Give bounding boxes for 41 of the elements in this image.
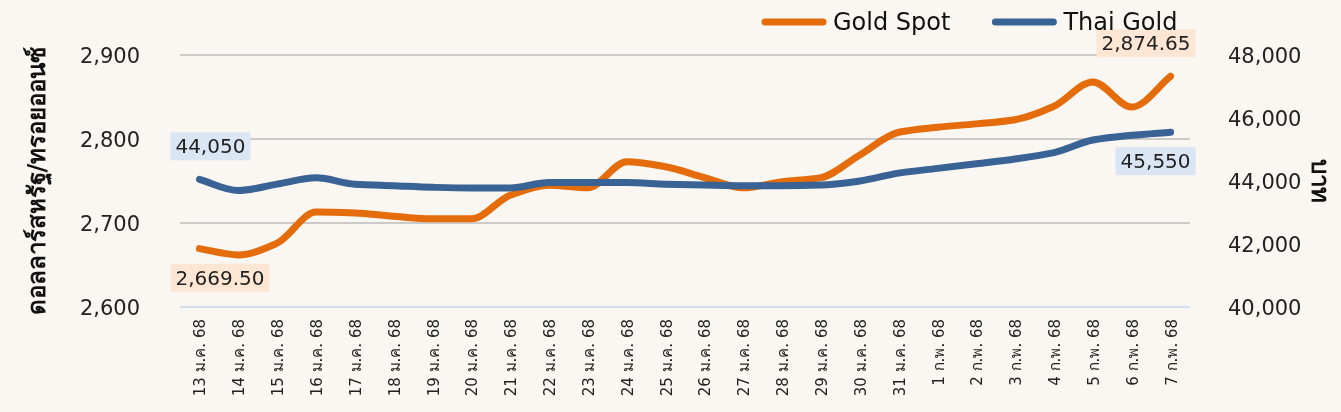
x-tick-label: 3 ก.พ. 68: [1007, 319, 1026, 386]
x-tick-label: 5 ก.พ. 68: [1084, 319, 1103, 386]
legend-label: Gold Spot: [833, 8, 951, 36]
y2-tick-label: 48,000: [1228, 44, 1302, 68]
x-tick-label: 13 ม.ค. 68: [191, 319, 210, 397]
y2-tick-label: 44,000: [1228, 170, 1302, 194]
x-tick-label: 29 ม.ค. 68: [812, 319, 831, 397]
y-tick-label: 2,600: [79, 296, 140, 320]
x-tick-label: 14 ม.ค. 68: [230, 319, 249, 397]
y2-tick-label: 46,000: [1228, 107, 1302, 131]
x-tick-label: 1 ก.พ. 68: [929, 319, 948, 386]
data-label: 44,050: [175, 134, 246, 159]
y-tick-label: 2,700: [79, 212, 140, 236]
data-label: 45,550: [1120, 149, 1191, 174]
y2-tick-label: 40,000: [1228, 296, 1302, 320]
data-label: 2,669.50: [175, 265, 265, 290]
x-tick-label: 25 ม.ค. 68: [657, 319, 676, 397]
x-tick-label: 21 ม.ค. 68: [502, 319, 521, 397]
x-tick-label: 28 ม.ค. 68: [774, 319, 793, 397]
x-tick-label: 22 ม.ค. 68: [541, 319, 560, 397]
x-tick-label: 4 ก.พ. 68: [1046, 319, 1065, 386]
y2-axis-title: บาท: [1306, 159, 1334, 203]
x-tick-label: 7 ก.พ. 68: [1162, 319, 1181, 386]
y-axis-title: ดอลลาร์สหรัฐ/ทรอยออนซ์: [23, 46, 53, 316]
x-tick-label: 18 ม.ค. 68: [385, 319, 404, 397]
x-tick-label: 20 ม.ค. 68: [463, 319, 482, 397]
x-tick-label: 26 ม.ค. 68: [696, 319, 715, 397]
x-tick-label: 23 ม.ค. 68: [579, 319, 598, 397]
x-tick-label: 24 ม.ค. 68: [618, 319, 637, 397]
x-tick-label: 15 ม.ค. 68: [269, 319, 288, 397]
x-tick-label: 17 ม.ค. 68: [346, 319, 365, 397]
x-tick-label: 16 ม.ค. 68: [307, 319, 326, 397]
x-tick-label: 19 ม.ค. 68: [424, 319, 443, 397]
y-tick-label: 2,800: [79, 128, 140, 152]
x-tick-label: 27 ม.ค. 68: [735, 319, 754, 397]
y-tick-label: 2,900: [79, 44, 140, 68]
y2-tick-label: 42,000: [1228, 233, 1302, 257]
x-tick-label: 31 ม.ค. 68: [890, 319, 909, 397]
x-tick-label: 30 ม.ค. 68: [851, 319, 870, 397]
x-tick-label: 2 ก.พ. 68: [968, 319, 987, 386]
x-tick-label: 6 ก.พ. 68: [1123, 319, 1142, 386]
